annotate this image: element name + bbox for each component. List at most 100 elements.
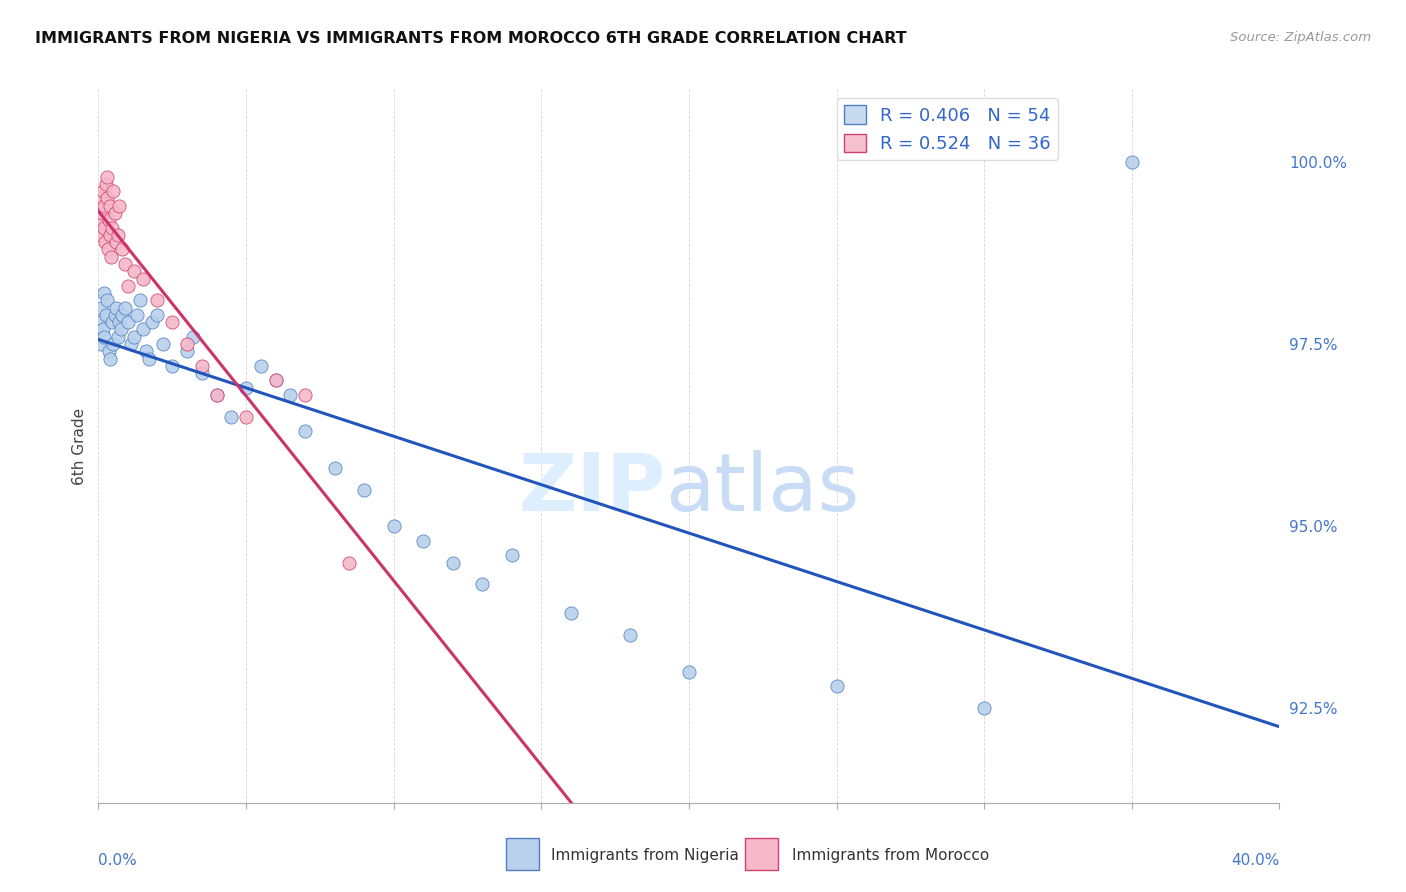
Point xyxy=(114,301,136,315)
Point xyxy=(117,315,139,329)
Point xyxy=(91,206,114,220)
Point xyxy=(294,425,316,439)
Point xyxy=(90,191,112,205)
Point xyxy=(152,337,174,351)
Text: Immigrants from Morocco: Immigrants from Morocco xyxy=(792,848,988,863)
Point xyxy=(205,388,228,402)
Point xyxy=(89,315,111,329)
Point xyxy=(98,199,121,213)
Point xyxy=(471,577,494,591)
Point xyxy=(678,665,700,679)
Point xyxy=(235,381,257,395)
Point xyxy=(97,344,120,359)
Point xyxy=(100,315,122,329)
Point xyxy=(353,483,375,497)
Point xyxy=(105,235,128,249)
Point xyxy=(94,235,117,249)
Point xyxy=(98,227,121,242)
Text: IMMIGRANTS FROM NIGERIA VS IMMIGRANTS FROM MOROCCO 6TH GRADE CORRELATION CHART: IMMIGRANTS FROM NIGERIA VS IMMIGRANTS FR… xyxy=(35,31,907,46)
Point xyxy=(619,628,641,642)
Point xyxy=(973,701,995,715)
Text: Source: ZipAtlas.com: Source: ZipAtlas.com xyxy=(1230,31,1371,45)
Point xyxy=(100,220,122,235)
Point xyxy=(94,177,117,191)
Point xyxy=(93,286,115,301)
Point xyxy=(146,308,169,322)
Point xyxy=(108,315,131,329)
Point xyxy=(111,243,134,257)
Point xyxy=(412,533,434,548)
Point xyxy=(1121,155,1143,169)
Point xyxy=(96,169,118,184)
Point xyxy=(162,359,183,373)
Point xyxy=(135,344,157,359)
Point xyxy=(97,243,120,257)
Point xyxy=(91,322,114,336)
Point xyxy=(323,460,346,475)
Text: atlas: atlas xyxy=(665,450,859,528)
Point xyxy=(125,308,148,322)
Point xyxy=(122,330,145,344)
Point xyxy=(90,301,112,315)
Point xyxy=(103,184,125,198)
Point xyxy=(146,293,169,308)
Point xyxy=(128,293,150,308)
Legend: R = 0.406   N = 54, R = 0.524   N = 36: R = 0.406 N = 54, R = 0.524 N = 36 xyxy=(837,98,1057,161)
Point xyxy=(111,308,134,322)
Point xyxy=(176,337,198,351)
Point xyxy=(264,374,287,388)
Point xyxy=(132,271,155,285)
Point xyxy=(250,359,273,373)
Point xyxy=(96,293,118,308)
Point xyxy=(264,374,287,388)
Point xyxy=(162,315,183,329)
Point xyxy=(191,366,214,380)
Point xyxy=(191,359,214,373)
Point xyxy=(825,679,848,693)
Y-axis label: 6th Grade: 6th Grade xyxy=(72,408,87,484)
Point xyxy=(104,206,127,220)
Point xyxy=(122,264,145,278)
Point xyxy=(93,330,115,344)
Text: ZIP: ZIP xyxy=(517,450,665,528)
Point xyxy=(110,322,132,336)
Point xyxy=(108,199,131,213)
Point xyxy=(90,227,112,242)
Point xyxy=(117,278,139,293)
Point xyxy=(132,322,155,336)
Point xyxy=(107,330,129,344)
Point xyxy=(120,337,142,351)
Point xyxy=(141,315,163,329)
Point xyxy=(107,227,129,242)
Text: 0.0%: 0.0% xyxy=(98,853,138,868)
Point xyxy=(94,308,117,322)
Point xyxy=(278,388,302,402)
Point xyxy=(501,548,523,562)
Point xyxy=(205,388,228,402)
Point xyxy=(441,556,464,570)
Text: Immigrants from Nigeria: Immigrants from Nigeria xyxy=(551,848,740,863)
Point xyxy=(100,250,122,264)
Point xyxy=(90,337,112,351)
Point xyxy=(294,388,316,402)
Text: 40.0%: 40.0% xyxy=(1232,853,1279,868)
Point xyxy=(93,199,115,213)
Point xyxy=(98,351,121,366)
Point xyxy=(103,337,125,351)
Point xyxy=(176,344,198,359)
Point xyxy=(114,257,136,271)
Point xyxy=(181,330,204,344)
Point xyxy=(93,220,115,235)
Point xyxy=(560,607,582,621)
Point xyxy=(339,556,360,570)
Point xyxy=(97,213,120,227)
Point xyxy=(96,191,118,205)
Point xyxy=(105,301,128,315)
Point xyxy=(221,409,243,424)
Point xyxy=(89,213,111,227)
Point xyxy=(104,308,127,322)
Point xyxy=(91,184,114,198)
Point xyxy=(235,409,257,424)
Point xyxy=(138,351,160,366)
Point xyxy=(382,519,405,533)
